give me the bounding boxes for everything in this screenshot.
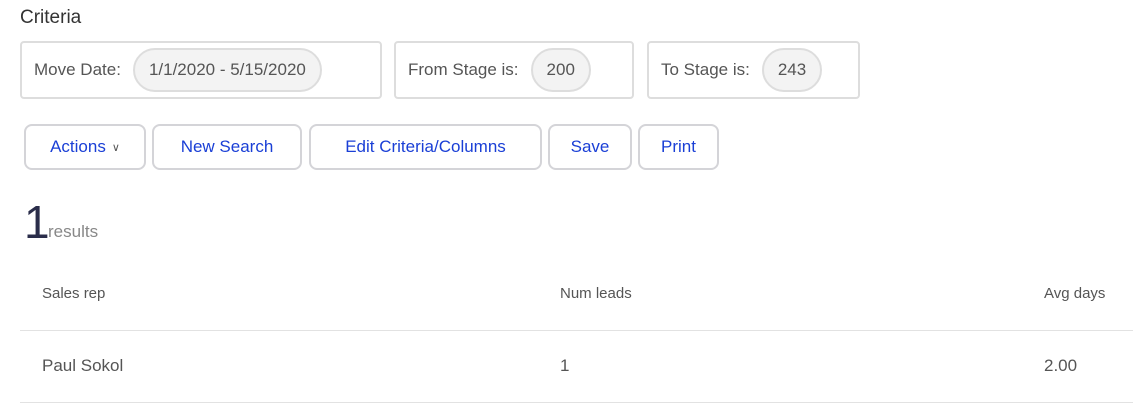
- criteria-label: Move Date:: [34, 60, 121, 79]
- edit-criteria-button[interactable]: Edit Criteria/Columns: [309, 124, 542, 170]
- criteria-value[interactable]: 243: [761, 48, 823, 92]
- criteria-title: Criteria: [20, 7, 82, 28]
- criteria-label: To Stage is:: [661, 60, 750, 79]
- column-header-avg-days[interactable]: Avg days: [1044, 285, 1106, 302]
- cell-avg-days: 2.00: [1044, 356, 1078, 375]
- chevron-down-icon: ∨: [111, 141, 120, 154]
- actions-button[interactable]: Actions ∨: [24, 124, 146, 170]
- criteria-value[interactable]: 200: [530, 48, 591, 92]
- criteria-move-date[interactable]: Move Date: 1/1/2020 - 5/15/2020: [20, 41, 382, 99]
- divider: [20, 402, 1133, 403]
- results-count: 1: [24, 196, 50, 248]
- actions-label: Actions: [50, 137, 106, 156]
- divider: [20, 330, 1133, 331]
- cell-num-leads: 1: [560, 356, 570, 375]
- criteria-from-stage[interactable]: From Stage is: 200: [394, 41, 634, 99]
- column-header-num-leads[interactable]: Num leads: [560, 285, 632, 302]
- criteria-value[interactable]: 1/1/2020 - 5/15/2020: [132, 48, 322, 92]
- criteria-to-stage[interactable]: To Stage is: 243: [647, 41, 860, 99]
- cell-sales-rep: Paul Sokol: [42, 356, 124, 375]
- print-button[interactable]: Print: [638, 124, 719, 170]
- save-button[interactable]: Save: [548, 124, 632, 170]
- criteria-label: From Stage is:: [408, 60, 519, 79]
- new-search-button[interactable]: New Search: [152, 124, 302, 170]
- results-label: results: [48, 222, 99, 241]
- column-header-sales-rep[interactable]: Sales rep: [42, 285, 106, 302]
